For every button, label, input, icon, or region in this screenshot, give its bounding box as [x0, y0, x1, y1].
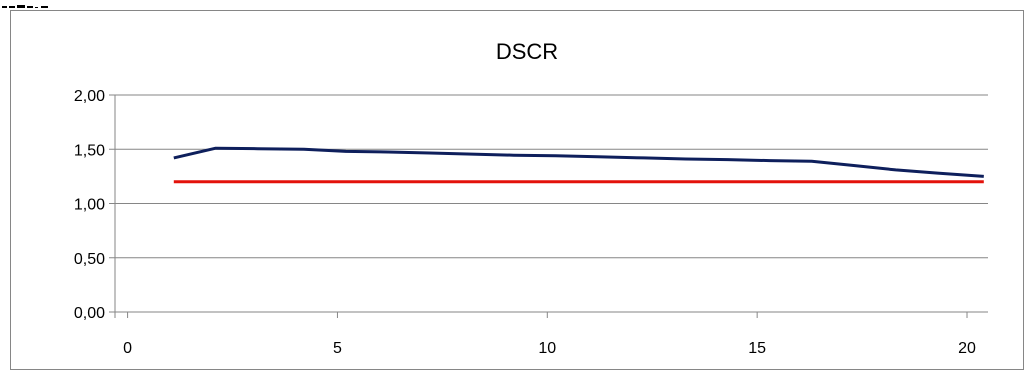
y-tick-label: 0,50 — [74, 251, 105, 268]
x-tick-label: 15 — [748, 340, 766, 357]
cropped-text-fragment-graphic — [2, 5, 48, 8]
cropped-top-text-fragment — [0, 0, 90, 8]
x-tick-label: 0 — [123, 340, 132, 357]
fragment-mark-5 — [35, 7, 38, 8]
axes — [109, 95, 988, 318]
y-tick-label: 0,00 — [74, 305, 105, 322]
fragment-mark-4 — [27, 6, 33, 8]
x-tick-label: 10 — [538, 340, 556, 357]
y-tick-label: 1,00 — [74, 197, 105, 214]
fragment-mark-6 — [41, 6, 48, 8]
y-tick-label: 2,00 — [74, 88, 105, 105]
x-tick-label: 5 — [333, 340, 342, 357]
tick-labels: 0,00 0,50 1,00 1,50 2,00 0 5 10 15 20 — [74, 88, 976, 357]
series-lines — [173, 146, 984, 184]
gridlines — [109, 94, 988, 259]
dscr-series-line — [173, 146, 984, 178]
y-tick-label: 1,50 — [74, 142, 105, 159]
x-tick-label: 20 — [958, 340, 976, 357]
fragment-mark-3 — [17, 5, 25, 8]
fragment-mark-1 — [2, 6, 7, 8]
chart-container — [10, 10, 1024, 370]
chart-title: DSCR — [496, 39, 558, 64]
fragment-mark-2 — [9, 6, 15, 8]
